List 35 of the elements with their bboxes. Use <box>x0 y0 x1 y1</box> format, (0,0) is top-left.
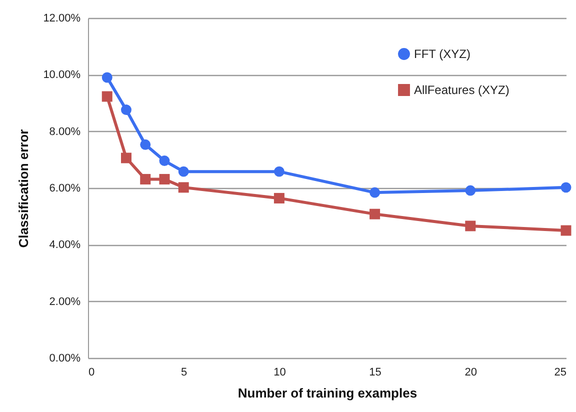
y-tick-label: 8.00% <box>49 126 81 138</box>
y-tick-label: 0.00% <box>49 352 81 364</box>
y-tick-label: 10.00% <box>43 69 81 82</box>
point <box>370 208 380 220</box>
point <box>102 91 112 102</box>
x-tick-label: 25 <box>554 366 566 378</box>
point <box>140 174 151 184</box>
point <box>178 166 189 177</box>
point <box>465 220 476 232</box>
point <box>159 174 170 184</box>
x-tick-label: 0 <box>88 366 95 378</box>
point <box>120 104 132 116</box>
point <box>102 72 112 83</box>
point <box>560 225 572 236</box>
legend-label: AllFeatures (XYZ) <box>414 83 510 97</box>
y-tick-label: 12.00% <box>43 12 81 24</box>
legend-label: FFT (XYZ) <box>414 47 470 61</box>
x-tick-label: 5 <box>181 366 188 378</box>
y-tick-label: 2.00% <box>49 296 81 308</box>
point <box>465 185 476 196</box>
x-axis-title: Number of training examples <box>238 386 418 400</box>
point <box>120 152 132 164</box>
point <box>140 139 151 150</box>
point <box>159 156 170 166</box>
point <box>560 182 572 193</box>
x-tick-label: 10 <box>274 366 286 378</box>
point <box>274 192 284 204</box>
y-tick-label: 6.00% <box>49 182 81 194</box>
x-tick-label: 15 <box>369 366 382 378</box>
y-axis-title: Classification error <box>16 129 32 248</box>
point <box>178 182 189 193</box>
point <box>370 187 380 198</box>
x-tick-label: 20 <box>464 366 478 378</box>
point <box>274 166 284 177</box>
y-tick-label: 4.00% <box>49 239 81 252</box>
